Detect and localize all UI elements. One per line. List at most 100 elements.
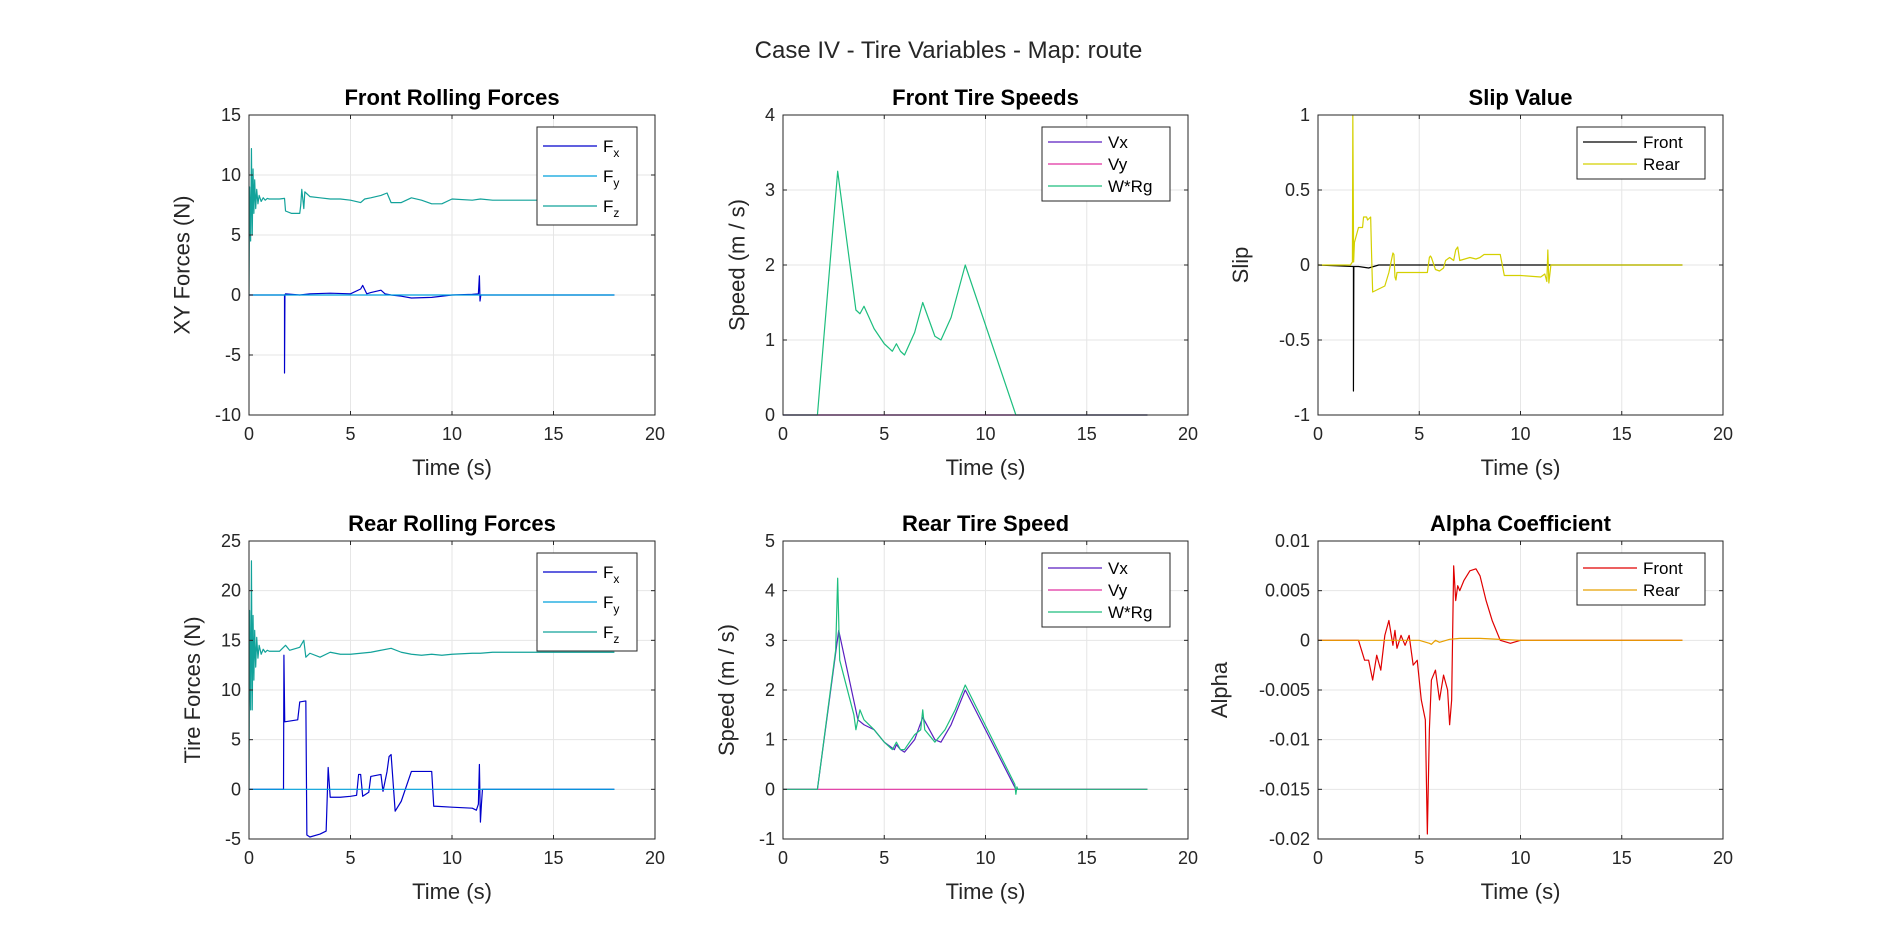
x-axis-label: Time (s) [946,455,1026,480]
chart-title: Front Rolling Forces [344,85,559,110]
y-tick-label: 0.005 [1265,581,1310,601]
x-tick-label: 5 [1414,424,1424,444]
series-line-front [1318,565,1683,835]
legend: Front Rear [1576,126,1706,180]
series-line-w-rg [783,170,1148,416]
x-tick-label: 15 [1077,424,1097,444]
x-tick-label: 20 [645,424,665,444]
y-axis-label: Speed (m / s) [714,624,739,756]
y-tick-label: 3 [765,180,775,200]
y-axis-label: Speed (m / s) [725,199,750,331]
series-line-fz [249,560,615,790]
y-tick-label: 2 [765,680,775,700]
y-tick-label: 5 [765,531,775,551]
x-tick-label: 20 [1713,424,1733,444]
series-line-fx [249,275,615,374]
y-tick-label: 1 [1300,105,1310,125]
x-tick-label: 10 [442,424,462,444]
y-tick-label: 3 [765,630,775,650]
y-tick-label: 4 [765,581,775,601]
y-tick-label: -0.02 [1269,829,1310,849]
x-tick-label: 10 [975,848,995,868]
legend-box [1576,126,1706,180]
y-axis-label: Slip [1228,247,1253,284]
x-tick-label: 5 [345,424,355,444]
series-line-rear [1318,114,1683,293]
y-tick-label: 20 [221,581,241,601]
legend-entry: Rear [1643,155,1680,174]
chart-title: Rear Tire Speed [902,511,1069,536]
series-line-fx [249,654,615,838]
x-tick-label: 15 [543,424,563,444]
legend-entry: Front [1643,559,1683,578]
legend-entry: Rear [1643,581,1680,600]
x-tick-label: 5 [1414,848,1424,868]
y-tick-label: 0 [231,779,241,799]
y-axis-label: Alpha [1207,661,1232,718]
chart-title: Alpha Coefficient [1430,511,1612,536]
y-tick-label: 25 [221,531,241,551]
x-tick-label: 20 [1713,848,1733,868]
legend-entry: Front [1643,133,1683,152]
y-tick-label: 0 [765,405,775,425]
x-tick-label: 0 [1313,848,1323,868]
x-tick-label: 15 [1077,848,1097,868]
y-tick-label: -0.01 [1269,730,1310,750]
series-line-fz [249,148,615,296]
y-tick-label: 10 [221,680,241,700]
x-tick-label: 10 [442,848,462,868]
x-axis-label: Time (s) [412,879,492,904]
x-tick-label: 5 [879,848,889,868]
legend-entry: Vy [1108,155,1128,174]
chart-panel-3: 0 5 10 15 20 -1 -0.5 0 0.5 1 Slip Value Time (s) Sli… [1228,85,1733,480]
legend: Vx Vy W*Rg [1041,552,1171,628]
chart-panel-6: 0 5 10 15 20 -0.02 -0.015 -0.01 -0.005 0 0.005 0.01… [1207,511,1733,904]
legend-entry: W*Rg [1108,177,1152,196]
x-tick-label: 15 [1612,848,1632,868]
y-tick-label: -5 [225,829,241,849]
x-axis-label: Time (s) [1481,455,1561,480]
y-tick-label: 0 [231,285,241,305]
y-tick-label: 1 [765,730,775,750]
x-tick-label: 0 [244,848,254,868]
y-tick-label: 10 [221,165,241,185]
legend-entry: Vx [1108,133,1128,152]
chart-panel-1: 0 5 10 15 20 -10 -5 0 5 10 15 Front Rolling Forces T… [170,85,666,480]
x-tick-label: 5 [879,424,889,444]
y-tick-label: 15 [221,105,241,125]
y-tick-label: -0.005 [1259,680,1310,700]
x-tick-label: 15 [1612,424,1632,444]
series-line-rear [1318,637,1683,645]
x-tick-label: 0 [1313,424,1323,444]
y-tick-label: -0.5 [1279,330,1310,350]
x-tick-label: 0 [244,424,254,444]
chart-title: Rear Rolling Forces [348,511,556,536]
x-tick-label: 20 [1178,848,1198,868]
series-line-w-rg [783,577,1148,795]
y-tick-label: 4 [765,105,775,125]
y-tick-label: 0.01 [1275,531,1310,551]
x-tick-label: 10 [1510,424,1530,444]
y-tick-label: -1 [759,829,775,849]
y-tick-label: 2 [765,255,775,275]
y-tick-label: 15 [221,630,241,650]
legend: Vx Vy W*Rg [1041,126,1171,202]
x-tick-label: 0 [778,424,788,444]
figure-title: Case IV - Tire Variables - Map: route [755,37,1143,64]
y-tick-label: 0 [765,779,775,799]
x-tick-label: 10 [1510,848,1530,868]
x-tick-label: 0 [778,848,788,868]
y-tick-label: 5 [231,225,241,245]
x-axis-label: Time (s) [412,455,492,480]
series-line-front [1318,264,1683,392]
y-axis-label: XY Forces (N) [170,196,195,335]
y-tick-label: 5 [231,730,241,750]
legend: Front Rear [1576,552,1706,606]
x-tick-label: 20 [645,848,665,868]
x-tick-label: 10 [975,424,995,444]
legend-entry: W*Rg [1108,603,1152,622]
x-tick-label: 20 [1178,424,1198,444]
y-tick-label: 0 [1300,255,1310,275]
